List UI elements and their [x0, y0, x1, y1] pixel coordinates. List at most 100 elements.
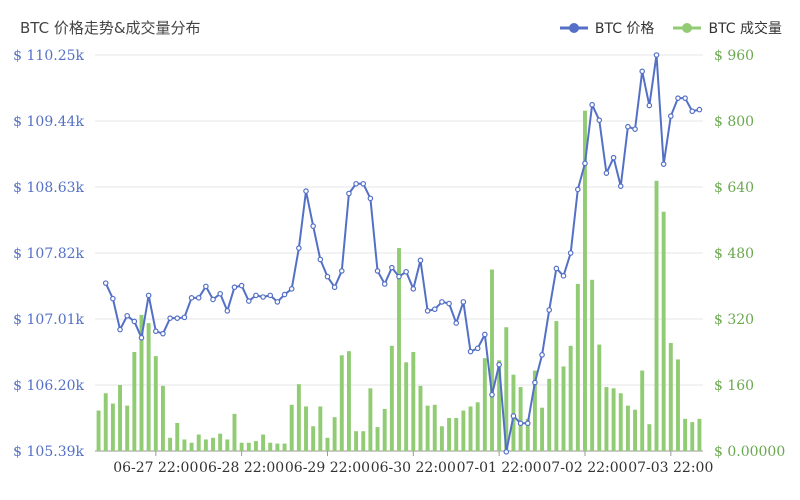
price-point: [539, 352, 545, 358]
price-point: [625, 123, 631, 130]
volume-bar: [304, 406, 308, 451]
price-point: [296, 245, 302, 251]
price-point: [410, 286, 417, 292]
volume-bar: [547, 378, 552, 451]
y-left-tick-label: $ 107.01k: [13, 312, 84, 328]
volume-bar: [332, 417, 337, 451]
price-point: [668, 113, 674, 119]
chart-title: BTC 价格走势&成交量分布: [20, 19, 201, 37]
volume-bar: [153, 356, 158, 451]
price-point: [660, 161, 667, 167]
price-point: [489, 391, 495, 398]
price-point: [439, 299, 445, 305]
y-left-tick-label: $ 105.39k: [13, 444, 84, 460]
volume-bar: [268, 442, 273, 451]
volume-bar: [125, 405, 130, 451]
price-point: [682, 95, 688, 101]
volume-bar: [675, 359, 680, 451]
volume-bar: [203, 439, 208, 451]
x-tick-label: 06-27 22:00: [113, 460, 198, 476]
price-point: [474, 345, 481, 352]
volume-bar: [139, 314, 144, 451]
legend-item-price[interactable]: BTC 价格: [559, 18, 654, 38]
volume-bar: [625, 405, 630, 451]
price-point: [453, 320, 460, 326]
volume-bar: [618, 393, 623, 451]
y-right-tick-label: $ 320: [714, 312, 754, 328]
price-point: [460, 299, 467, 305]
price-point: [153, 328, 159, 335]
price-point: [303, 188, 309, 194]
price-point: [374, 268, 381, 274]
y-left-tick-label: $ 110.25k: [13, 48, 84, 64]
price-point: [482, 331, 488, 338]
volume-bar: [289, 404, 294, 451]
volume-bar: [182, 439, 187, 451]
legend-item-volume[interactable]: BTC 成交量: [672, 18, 782, 38]
price-point: [396, 273, 402, 280]
y-left-tick-label: $ 106.20k: [13, 378, 84, 394]
price-point: [231, 284, 238, 291]
price-point: [417, 257, 424, 264]
x-tick-label: 07-02 22:00: [542, 460, 627, 476]
volume-bar: [103, 393, 108, 451]
price-point: [575, 186, 581, 193]
price-point: [217, 290, 223, 297]
price-point: [210, 296, 216, 303]
price-point: [510, 413, 517, 419]
y-left-tick-label: $ 109.44k: [13, 114, 84, 130]
volume-bar: [468, 406, 473, 451]
volume-bar: [253, 441, 258, 451]
legend-bar-icon: [673, 23, 702, 33]
volume-bar: [361, 431, 366, 451]
price-point: [603, 170, 610, 176]
price-point: [424, 308, 431, 314]
price-point: [288, 286, 295, 292]
volume-bar: [475, 402, 480, 451]
price-point: [517, 420, 524, 427]
price-point: [253, 292, 259, 299]
volume-bar: [461, 410, 466, 451]
price-point: [124, 312, 130, 319]
price-point: [331, 284, 338, 291]
volume-bar: [375, 427, 380, 451]
volume-bar: [490, 269, 494, 451]
price-point: [653, 52, 660, 58]
y-left-tick-label: $ 107.82k: [13, 246, 84, 262]
price-point: [646, 102, 653, 109]
price-point: [353, 180, 359, 187]
price-point: [524, 420, 531, 427]
price-point: [181, 314, 188, 321]
volume-bar: [175, 422, 180, 451]
price-point: [131, 318, 138, 325]
volume-bar: [540, 407, 545, 451]
volume-bar: [604, 387, 609, 451]
price-point: [596, 117, 603, 123]
volume-bar: [296, 384, 301, 451]
volume-bar: [432, 404, 437, 451]
price-point: [310, 223, 316, 229]
volume-bar: [640, 370, 645, 451]
price-point: [610, 154, 617, 161]
price-point: [532, 379, 538, 386]
price-point: [267, 292, 274, 299]
price-point: [689, 108, 696, 115]
volume-bar: [404, 362, 409, 451]
volume-bar: [354, 431, 359, 451]
price-point: [567, 250, 574, 256]
x-tick-label: 06-30 22:00: [371, 460, 456, 476]
volume-bar: [568, 345, 573, 451]
x-tick-label: 07-03 22:00: [628, 460, 713, 476]
price-point: [360, 180, 367, 187]
price-point: [503, 449, 510, 455]
volume-bar: [282, 443, 287, 451]
price-point: [167, 315, 173, 321]
price-point: [138, 334, 145, 341]
volume-bar: [368, 388, 373, 451]
volume-bar: [311, 426, 316, 451]
volume-bar: [454, 418, 459, 451]
price-point: [281, 291, 288, 298]
y-right-tick-label: $ 640: [714, 180, 754, 196]
